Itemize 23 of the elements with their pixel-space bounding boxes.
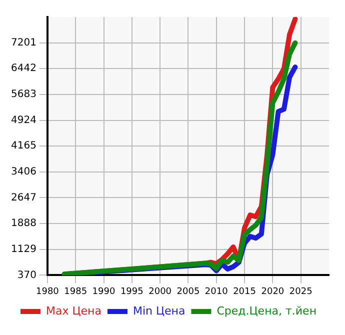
y-tick-label: 3406 [10,166,36,178]
legend-label: Max Цена [46,304,102,318]
legend-label: Сред.Цена, т.йен [216,304,317,318]
y-tick-label: 5683 [10,89,36,100]
x-tick-label: 1985 [64,286,88,297]
y-tick-label: 4924 [10,114,36,126]
x-tick-label: 1990 [92,286,116,297]
x-tick-label: 1980 [36,286,60,297]
x-tick-label: 2005 [176,286,200,297]
y-tick-label: 370 [17,270,36,281]
x-tick-label: 2010 [204,286,228,297]
y-tick-label: 7201 [10,37,36,48]
y-tick-label: 2647 [10,192,36,204]
y-tick-label: 4165 [10,140,36,152]
x-tick-label: 2020 [261,286,284,297]
x-tick-label: 2000 [148,286,172,297]
legend-label: Min Цена [132,304,186,318]
x-tick-label: 2025 [289,286,312,297]
x-tick-label: 2015 [233,286,256,297]
y-tick-label: 1888 [10,218,36,230]
y-tick-label: 6442 [10,63,36,74]
x-tick-label: 1995 [120,286,144,297]
y-tick-label: 1129 [10,244,36,255]
